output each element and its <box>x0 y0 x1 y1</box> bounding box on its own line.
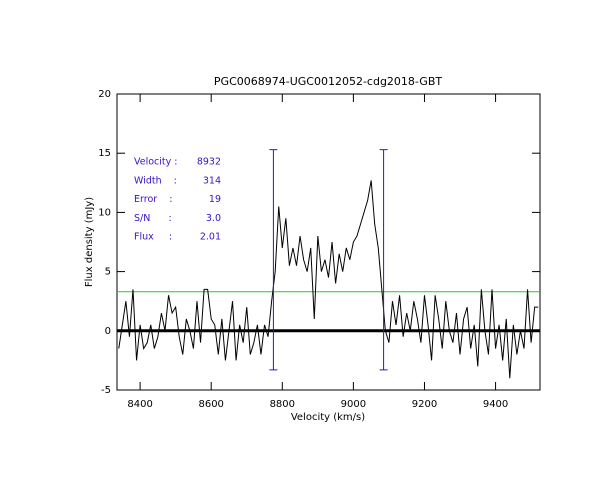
x-axis-label: Velocity (km/s) <box>291 412 365 423</box>
y-tick-label: 5 <box>105 267 111 278</box>
annotation-label: S/N : <box>134 213 172 224</box>
x-tick-label: 8800 <box>270 399 295 410</box>
y-tick-label: 15 <box>98 148 111 159</box>
chart-title: PGC0068974-UGC0012052-cdg2018-GBT <box>214 75 442 88</box>
annotation-value: 8932 <box>197 157 221 168</box>
x-tick-label: 8600 <box>198 399 223 410</box>
x-tick-label: 8400 <box>127 399 152 410</box>
annotation-value: 19 <box>209 194 221 205</box>
spectrum-line <box>118 180 539 379</box>
y-tick-label: 10 <box>98 207 111 218</box>
y-tick-label: 0 <box>105 326 111 337</box>
x-tick-label: 9400 <box>483 399 508 410</box>
annotation-label: Error : <box>134 194 172 205</box>
annotation-value: 3.0 <box>206 213 221 224</box>
annotation-value: 2.01 <box>200 232 221 243</box>
plot-frame <box>116 93 541 391</box>
y-axis-label: Flux density (mJy) <box>84 197 95 287</box>
x-tick-label: 9200 <box>412 399 437 410</box>
annotation-label: Velocity : <box>134 157 178 168</box>
x-tick-label: 9000 <box>341 399 366 410</box>
y-tick-label: -5 <box>101 385 111 396</box>
annotation-label: Width : <box>134 175 177 186</box>
annotation-label: Flux : <box>134 232 172 243</box>
annotation-value: 314 <box>203 175 221 186</box>
y-tick-label: 20 <box>98 89 111 100</box>
